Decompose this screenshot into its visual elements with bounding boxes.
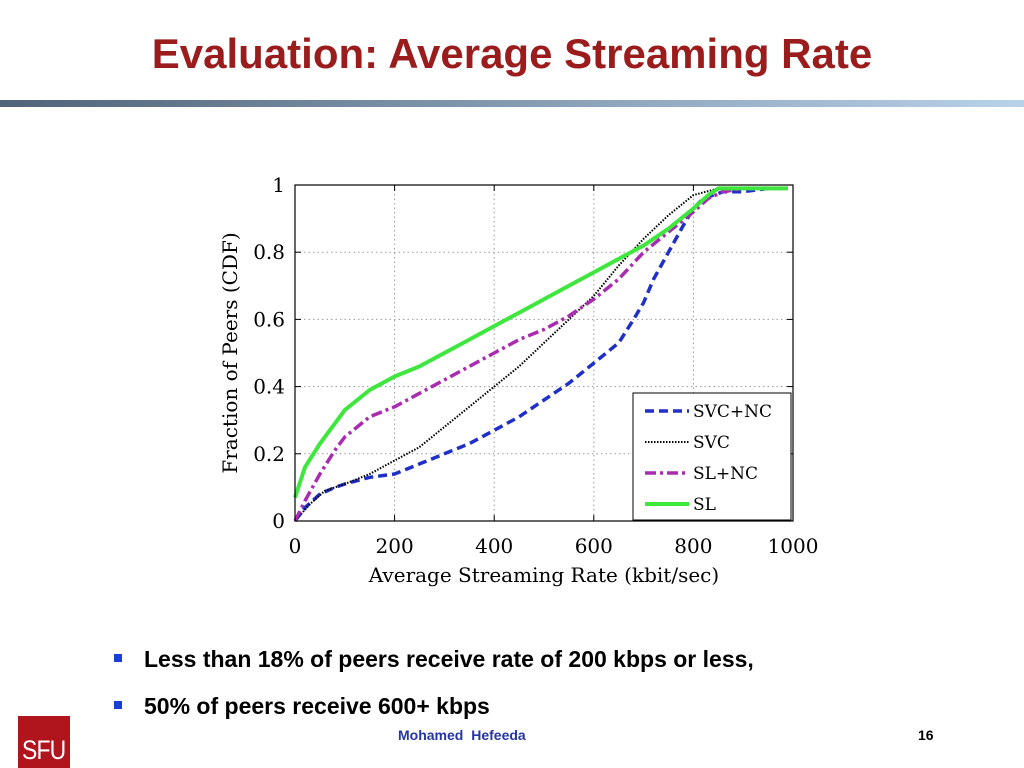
x-axis-label: Average Streaming Rate (kbit/sec) (368, 563, 719, 587)
x-tick-label: 600 (575, 534, 613, 558)
legend-label: SVC (693, 433, 730, 453)
bullet-item: 50% of peers receive 600+ kbps (112, 692, 754, 739)
author-name: Mohamed Hefeeda (398, 727, 526, 743)
bullet-text: 50% of peers receive 600+ kbps (144, 693, 490, 719)
y-tick-label: 1 (272, 173, 285, 197)
title-divider (0, 100, 1024, 107)
y-tick-label: 0.6 (253, 307, 285, 331)
series-line-sl (293, 186, 788, 499)
cdf-chart: 0 200 400 600 800 1000 0 0.2 0.4 0.6 0.8 1 Average … (218, 173, 818, 587)
series-lines (293, 186, 788, 523)
y-tick-label: 0 (272, 509, 285, 533)
legend-label: SL+NC (693, 464, 758, 484)
slide-title: Evaluation: Average Streaming Rate (151, 30, 873, 77)
x-tick-label: 0 (289, 534, 302, 558)
page-number: 16 (918, 727, 934, 743)
x-tick-label: 200 (376, 534, 414, 558)
square-bullet-icon (114, 701, 122, 709)
bullet-list: Less than 18% of peers receive rate of 2… (112, 645, 754, 739)
y-tick-label: 0.8 (253, 240, 285, 264)
legend-label: SL (693, 495, 716, 515)
sfu-logo: SFU (18, 716, 70, 768)
legend-label: SVC+NC (693, 402, 772, 422)
x-tick-label: 1000 (768, 534, 819, 558)
series-line-sl-nc (293, 186, 788, 522)
series-line-svc (294, 187, 788, 522)
x-tick-label: 800 (674, 534, 712, 558)
bullet-item: Less than 18% of peers receive rate of 2… (112, 645, 754, 692)
y-axis-label: Fraction of Peers (CDF) (218, 232, 242, 473)
axis-ticks: 0 200 400 600 800 1000 0 0.2 0.4 0.6 0.8 1 (253, 173, 818, 558)
plot-frame (294, 184, 794, 522)
y-tick-label: 0.4 (253, 375, 285, 399)
x-tick-label: 400 (475, 534, 513, 558)
chart-legend: SVC+NC SVC SL+NC SL (632, 392, 792, 521)
logo-text: SFU (22, 735, 66, 765)
legend-box (632, 392, 792, 521)
square-bullet-icon (114, 654, 122, 662)
bullet-text: Less than 18% of peers receive rate of 2… (144, 646, 754, 672)
y-tick-label: 0.2 (253, 442, 285, 466)
